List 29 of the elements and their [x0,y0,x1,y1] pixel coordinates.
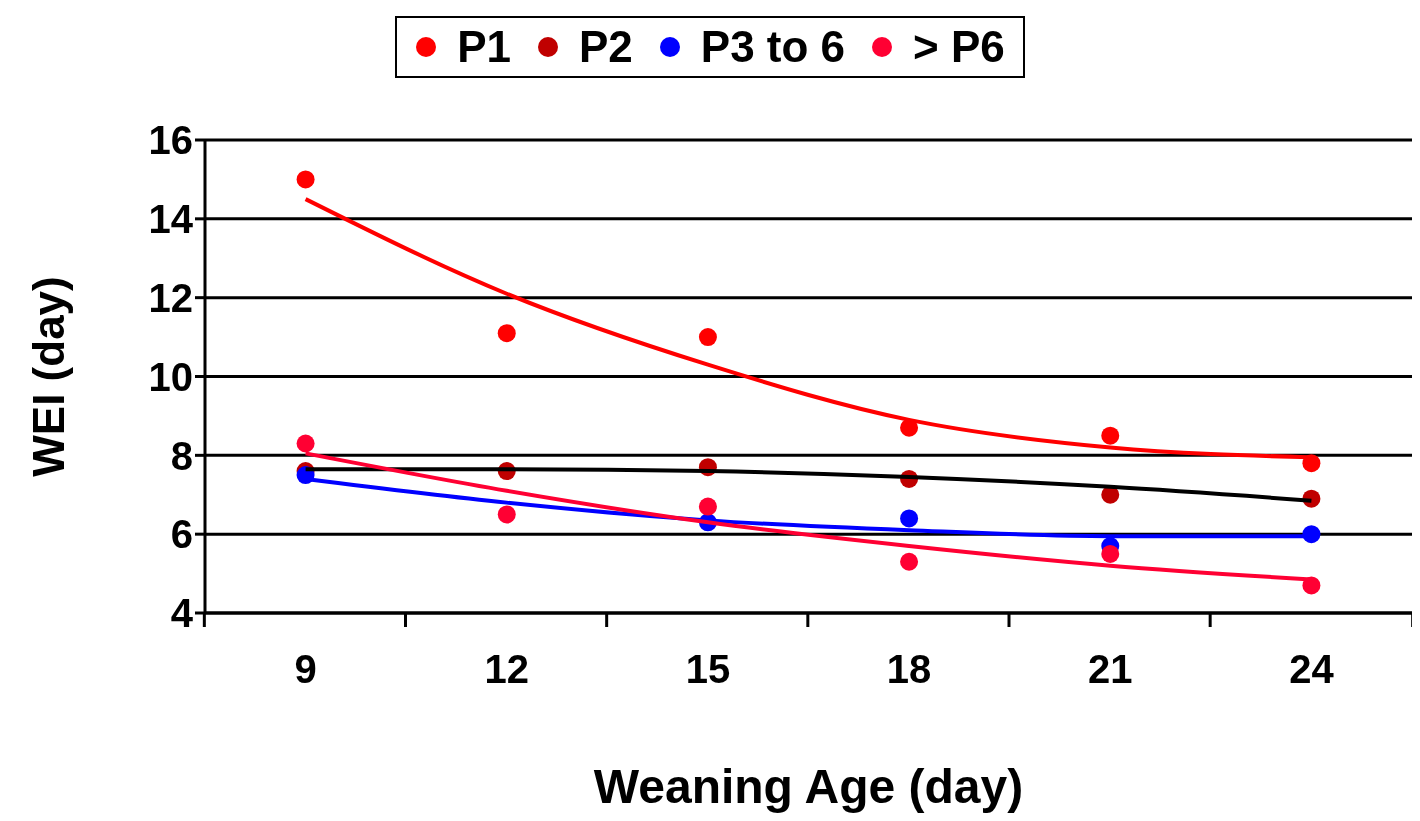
x-tick-label: 21 [1088,647,1133,691]
y-axis-title: WEI (day) [23,276,73,477]
legend-label: P1 [457,22,511,72]
y-tick-label: 4 [170,591,194,636]
point [497,324,516,343]
y-tick-label: 16 [148,118,193,163]
point [698,328,717,347]
point [296,170,315,189]
x-axis-title: Weaning Age (day) [593,760,1024,813]
point [900,552,919,571]
point [1101,426,1120,445]
point [296,434,315,453]
x-tick-label: 12 [484,647,529,691]
x-tick-label: 15 [685,647,731,691]
y-tick-label: 12 [148,275,193,320]
y-tick-label: 10 [148,354,193,399]
x-tick-label: 9 [294,647,317,691]
y-tick-label: 6 [170,512,193,557]
legend-label: P2 [578,22,633,72]
point [698,497,717,516]
point [900,509,919,528]
legend-label: > P6 [913,22,1005,72]
x-tick-label: 18 [886,647,932,691]
legend-label: P3 to 6 [700,22,846,72]
x-tick-label: 24 [1289,647,1335,691]
y-tick-label: 14 [148,197,194,242]
point [1101,544,1120,563]
point [497,505,516,524]
y-tick-label: 8 [170,433,193,478]
